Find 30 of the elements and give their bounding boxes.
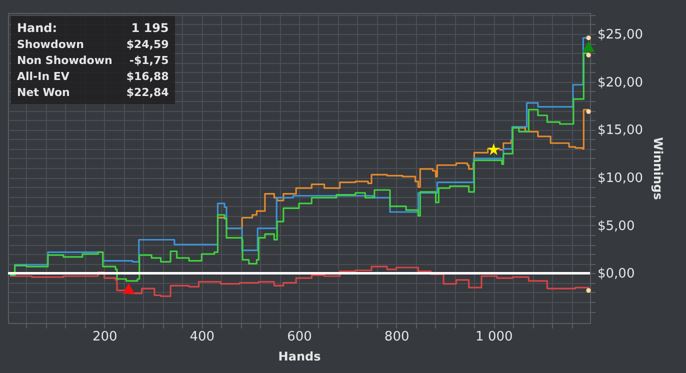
point — [582, 41, 595, 52]
y-tick-label: $0,00 — [598, 266, 635, 282]
point — [586, 52, 591, 58]
annotation: Net Won — [17, 86, 71, 99]
annotation: All-In EV — [17, 70, 70, 83]
annotation: Showdown — [17, 38, 85, 51]
y-tick-label: $25,00 — [598, 28, 643, 43]
y-tick-label: $20,00 — [598, 75, 643, 90]
x-tick-label: 800 — [384, 330, 410, 344]
annotation: $22,84 — [126, 86, 169, 99]
x-tick-label: 200 — [92, 330, 118, 344]
annotation: 1 195 — [130, 21, 169, 35]
point — [586, 109, 591, 114]
y-tick-label: $5,00 — [598, 218, 635, 234]
annotation: Non Showdown — [17, 54, 112, 67]
y-tick-label: $10,00 — [598, 171, 643, 186]
annotation: Hand: — [17, 21, 58, 35]
point — [487, 143, 500, 156]
annotation: -$1,75 — [128, 54, 169, 67]
x-tick-label: 1 000 — [476, 330, 513, 344]
x-tick-label: 400 — [190, 330, 215, 344]
y-axis-title: Winnings — [650, 137, 665, 200]
point — [122, 283, 135, 294]
annotation: $24,59 — [126, 38, 169, 51]
x-axis-title: Hands — [278, 350, 321, 364]
x-tick-label: 600 — [287, 330, 312, 344]
point — [586, 36, 591, 40]
point — [586, 288, 591, 293]
y-tick-label: $15,00 — [598, 123, 643, 138]
annotation: $16,88 — [126, 70, 169, 83]
